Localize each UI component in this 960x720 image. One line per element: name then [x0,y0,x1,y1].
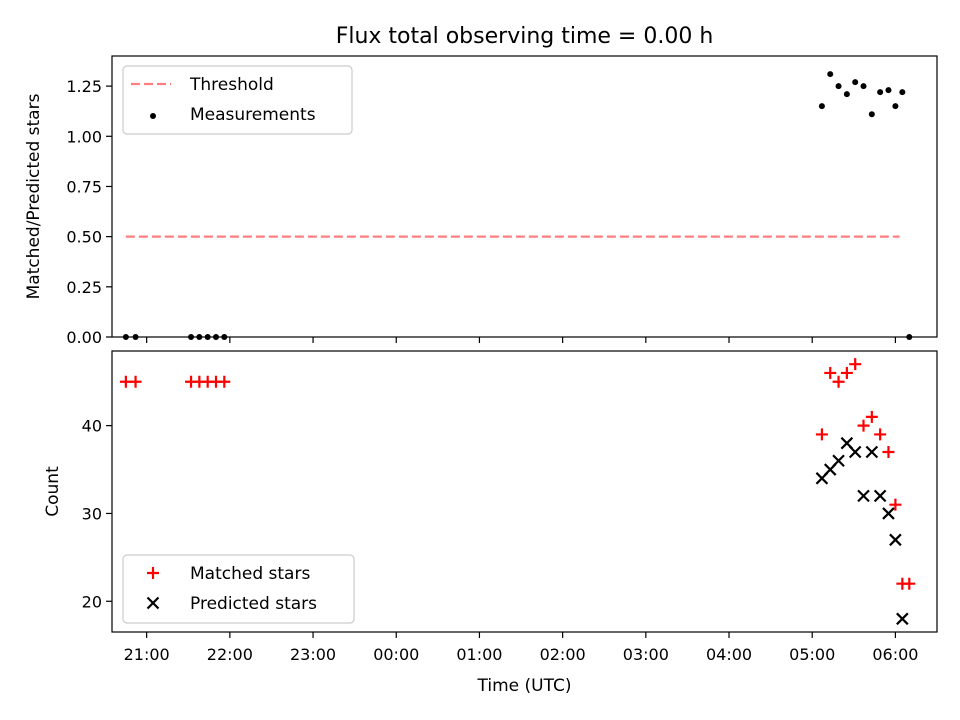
measurement-point [885,87,892,94]
x-axis-label: Time (UTC) [477,676,572,696]
matched-star-point [865,410,878,423]
legend-box [122,65,353,135]
axes-frame-1 [111,350,938,633]
y-tick-label: 0.75 [66,177,102,196]
matched-star-point [218,375,231,388]
x-tick-label: 01:00 [456,645,502,664]
y-tick-label: 0.50 [66,228,102,247]
measurement-point [196,334,203,340]
measurement-point [868,111,875,118]
measurement-point [188,334,195,340]
measurement-point [843,91,850,98]
matched-star-point [889,498,902,511]
x-tick-label: 06:00 [872,645,918,664]
matched-star-point [832,375,845,388]
measurement-point [204,334,211,340]
x-tick-label: 00:00 [373,645,419,664]
measurement-point [852,79,859,86]
y-tick-label: 30 [82,504,102,523]
predicted-star-point [865,445,879,459]
x-tick-label: 04:00 [706,645,752,664]
measurement-point [827,71,834,78]
measurement-point [132,334,139,340]
y-tick-label: 0.00 [66,328,102,347]
y-tick-label: 20 [82,592,102,611]
legend-label: Predicted stars [190,594,317,614]
matched-star-point [882,445,895,458]
measurement-point [860,83,867,90]
y-tick-label: 1.25 [66,77,102,96]
axes-frame-0 [111,55,938,338]
x-tick-label: 23:00 [290,645,336,664]
y-tick-label: 0.25 [66,278,102,297]
chart-title: Flux total observing time = 0.00 h [336,24,714,49]
y-axis-label: Count [43,466,63,517]
measurement-point [892,103,899,110]
x-tick-label: 21:00 [124,645,170,664]
measurement-point [122,334,129,340]
y-axis-label: Matched/Predicted stars [24,93,44,299]
x-tick-label: 02:00 [540,645,586,664]
matched-star-point [129,375,142,388]
predicted-star-point [832,454,845,468]
predicted-star-point [857,489,870,503]
matched-star-point [849,358,862,371]
legend-box [122,554,355,624]
matched-star-point [815,428,828,441]
x-tick-label: 03:00 [623,645,669,664]
predicted-star-point [873,489,887,503]
legend-predicted-swatch [146,596,160,610]
x-tick-label: 22:00 [207,645,253,664]
y-tick-label: 1.00 [66,127,102,146]
legend-label: Measurements [190,105,316,125]
predicted-star-point [896,612,909,626]
legend-measurement-swatch [150,113,156,119]
predicted-star-point [882,507,895,520]
matched-star-point [857,419,870,432]
measurement-point [877,89,884,96]
x-tick-label: 05:00 [789,645,835,664]
predicted-star-point [848,445,862,459]
measurement-point [906,334,913,340]
measurement-point [899,89,906,96]
measurement-point [835,83,842,90]
legend-label: Threshold [189,75,274,95]
legend-matched-swatch [147,567,159,579]
measurement-point [818,103,825,110]
matched-star-point [874,428,887,441]
matched-star-point [903,577,916,590]
predicted-star-point [889,533,902,547]
measurement-point [221,334,228,340]
legend-label: Matched stars [190,564,310,584]
matched-star-point [824,366,837,379]
y-tick-label: 40 [82,417,102,436]
measurement-point [212,334,219,340]
matched-star-point [840,366,853,379]
